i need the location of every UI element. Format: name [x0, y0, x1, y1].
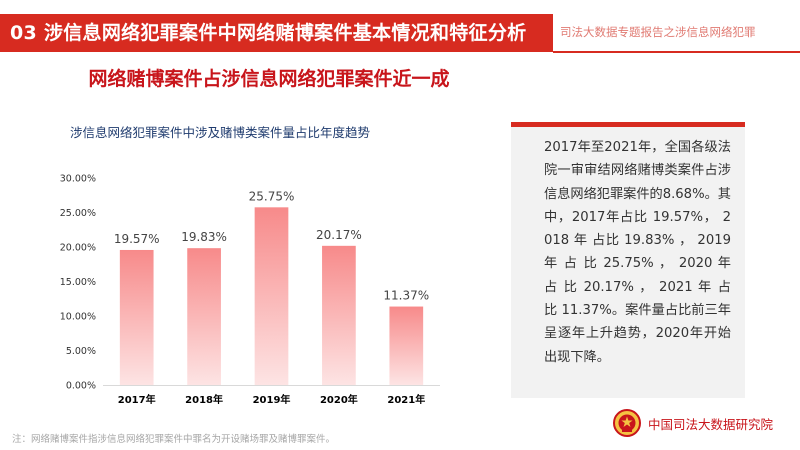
data-label: 11.37%	[383, 289, 429, 303]
header-bar: 03 涉信息网络犯罪案件中网络赌博案件基本情况和特征分析	[0, 14, 553, 52]
y-tick-label: 20.00%	[60, 243, 96, 254]
y-tick-label: 25.00%	[60, 208, 96, 219]
data-label: 20.17%	[316, 228, 362, 242]
bar	[254, 207, 289, 385]
section-subtitle: 网络赌博案件占涉信息网络犯罪案件近一成	[88, 68, 450, 90]
x-tick-label: 2017年	[118, 393, 156, 406]
y-tick-label: 30.00%	[60, 174, 96, 185]
bar	[322, 245, 356, 385]
x-tick-label: 2020年	[320, 393, 358, 406]
summary-text: 2017年至2021年，全国各级法院一审审结网络赌博类案件占涉信息网络犯罪案件的…	[544, 140, 731, 365]
organization-name: 中国司法大数据研究院	[648, 417, 774, 432]
header-rule	[553, 51, 800, 53]
organization-logo: 中国司法大数据研究院	[612, 408, 792, 437]
data-label: 19.57%	[114, 232, 160, 246]
y-tick-label: 0.00%	[66, 381, 96, 392]
footnote: 注：网络赌博案件指涉信息网络犯罪案件中罪名为开设赌场罪及赌博罪案件。	[12, 434, 336, 445]
y-tick-label: 15.00%	[60, 277, 96, 288]
summary-panel: 2017年至2021年，全国各级法院一审审结网络赌博类案件占涉信息网络犯罪案件的…	[511, 122, 745, 398]
x-tick-label: 2021年	[387, 393, 425, 406]
page-title: 03 涉信息网络犯罪案件中网络赌博案件基本情况和特征分析	[10, 22, 527, 44]
report-series-label: 司法大数据专题报告之涉信息网络犯罪	[560, 25, 756, 39]
bar	[119, 249, 154, 385]
bar	[187, 248, 221, 385]
x-tick-label: 2018年	[185, 393, 223, 406]
x-tick-label: 2019年	[253, 393, 291, 406]
y-tick-label: 5.00%	[66, 346, 96, 357]
court-emblem-icon	[613, 409, 641, 437]
data-label: 25.75%	[249, 189, 295, 203]
data-label: 19.83%	[181, 230, 227, 244]
bar	[389, 306, 424, 385]
y-tick-label: 10.00%	[60, 312, 96, 323]
chart-title: 涉信息网络犯罪案件中涉及赌博类案件量占比年度趋势	[70, 125, 371, 140]
